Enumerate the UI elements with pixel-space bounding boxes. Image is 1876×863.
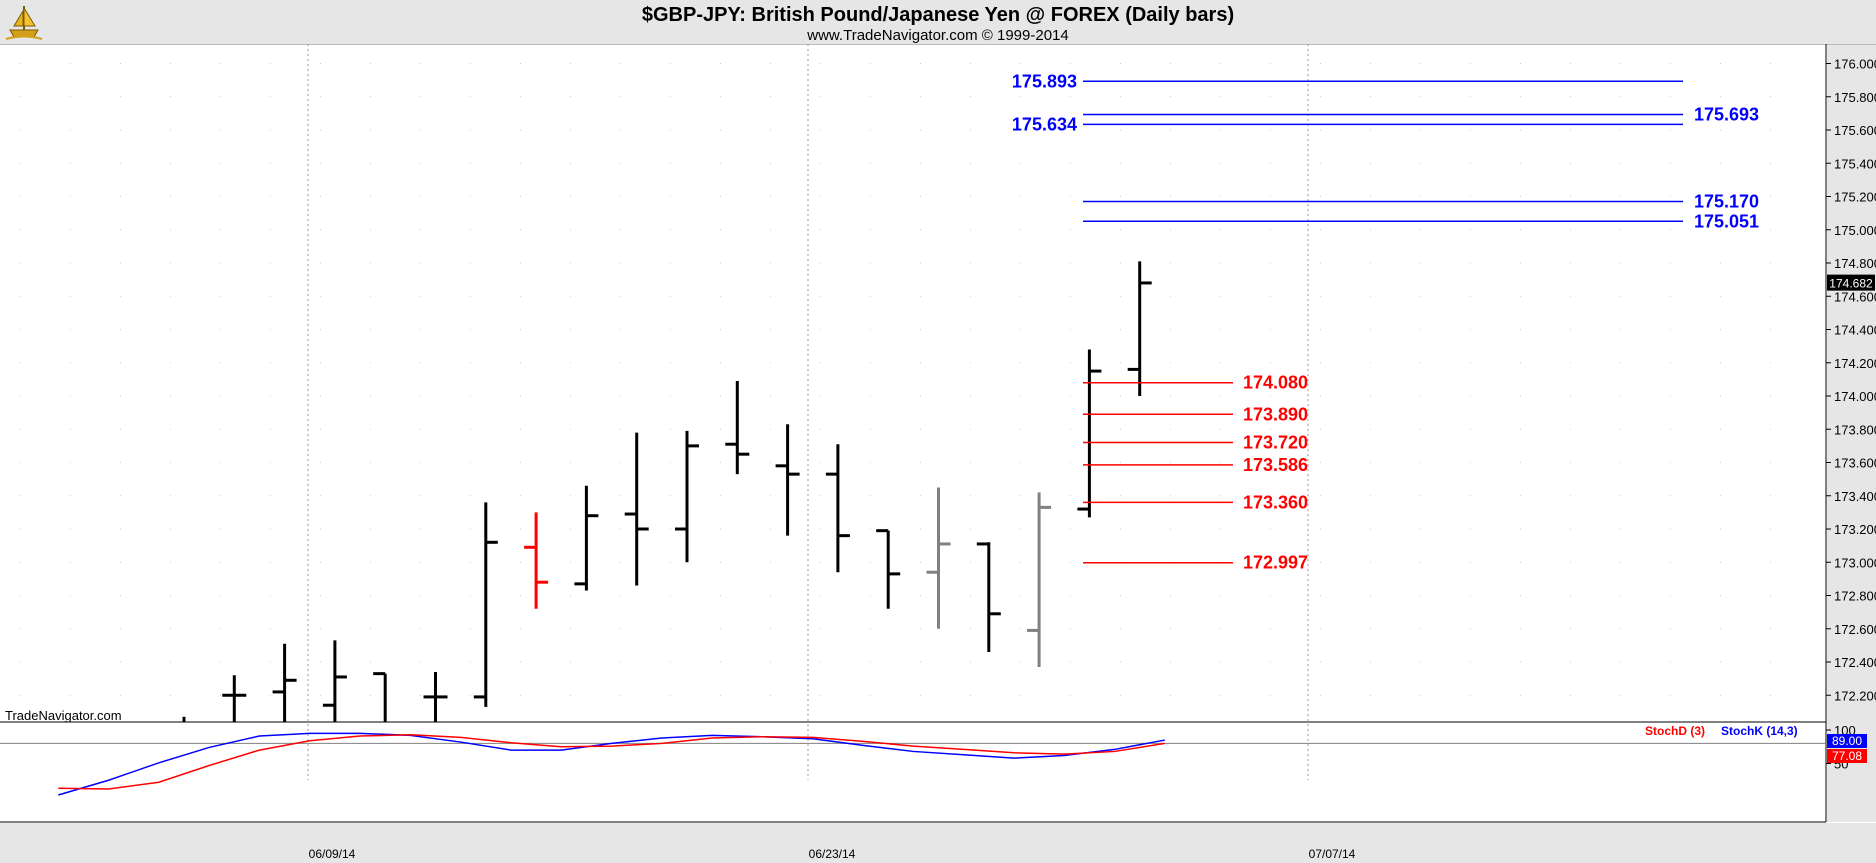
resistance-label: 175.634 <box>1012 114 1077 134</box>
y-tick-label: 175.000 <box>1834 223 1876 238</box>
price-pane: 176.000 175.800 175.600 175.400 175.200 175.0… <box>0 44 1876 863</box>
x-tick-label: 06/09/14 <box>309 847 356 861</box>
y-tick-label: 172.600 <box>1834 622 1876 637</box>
y-tick-label: 173.400 <box>1834 489 1876 504</box>
watermark: TradeNavigator.com <box>5 708 122 723</box>
title-divider <box>0 44 1876 45</box>
y-tick-label: 174.800 <box>1834 256 1876 271</box>
support-label: 173.890 <box>1243 404 1308 424</box>
y-tick-label: 175.400 <box>1834 156 1876 171</box>
y-tick-label: 172.800 <box>1834 589 1876 604</box>
y-tick-label: 175.600 <box>1834 123 1876 138</box>
stoch-d-legend: StochD (3) <box>1645 724 1705 738</box>
y-tick-label: 176.000 <box>1834 57 1876 72</box>
stoch-d-badge <box>1827 749 1867 763</box>
y-tick-label: 173.000 <box>1834 555 1876 570</box>
ohlc-bars <box>182 261 1152 722</box>
stoch-d-line <box>58 733 1165 790</box>
y-tick-label: 174.600 <box>1834 289 1876 304</box>
stoch-k-badge <box>1827 734 1867 748</box>
support-label: 173.360 <box>1243 492 1308 512</box>
last-price-badge <box>1827 274 1875 291</box>
y-tick-label: 174.200 <box>1834 356 1876 371</box>
resistance-label: 175.893 <box>1012 71 1077 91</box>
support-label: 174.080 <box>1243 373 1308 393</box>
resistance-label: 175.051 <box>1694 211 1759 231</box>
resistance-label: 175.170 <box>1694 191 1759 211</box>
stoch-d-value: 77.08 <box>1832 749 1862 763</box>
y-tick-label: 172.400 <box>1834 655 1876 670</box>
y-tick-label: 174.400 <box>1834 323 1876 338</box>
stoch-k-line <box>58 732 1165 796</box>
stoch-k-value: 89.00 <box>1832 734 1862 748</box>
y-tick-label: 174.000 <box>1834 389 1876 404</box>
chart-subtitle: www.TradeNavigator.com © 1999-2014 <box>806 27 1068 44</box>
y-tick-label: 175.200 <box>1834 190 1876 205</box>
resistance-label: 175.693 <box>1694 105 1759 125</box>
y-tick-label: 173.600 <box>1834 456 1876 471</box>
support-label: 172.997 <box>1243 553 1308 573</box>
title-bar <box>0 0 1876 44</box>
y-tick-label: 173.200 <box>1834 522 1876 537</box>
last-price-label: 174.682 <box>1829 277 1873 291</box>
y-tick-label: 172.200 <box>1834 688 1876 703</box>
y-axis-band <box>1827 45 1876 822</box>
support-label: 173.720 <box>1243 433 1308 453</box>
y-tick-label: 173.800 <box>1834 422 1876 437</box>
x-tick-label: 06/23/14 <box>809 847 856 861</box>
support-label: 173.586 <box>1243 455 1308 475</box>
y-tick-label: 175.800 <box>1834 90 1876 105</box>
chart-title: $GBP-JPY: British Pound/Japanese Yen @ F… <box>642 4 1234 26</box>
x-axis-band <box>0 823 1876 863</box>
x-tick-label: 07/07/14 <box>1309 847 1356 861</box>
trade-navigator-ship-icon <box>5 6 43 40</box>
stoch-k-legend: StochK (14,3) <box>1721 724 1798 738</box>
